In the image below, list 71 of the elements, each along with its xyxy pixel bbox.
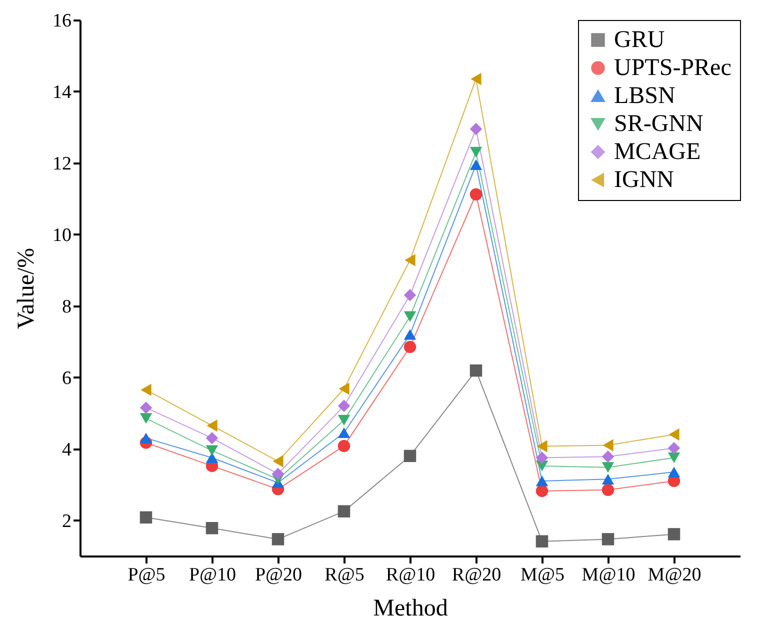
point [470,364,482,377]
point [404,311,416,322]
point [602,533,614,546]
x-tick-label: P@20 [254,564,302,586]
point [404,254,416,266]
point [470,146,482,158]
point [470,188,482,200]
x-tick-label: P@5 [128,564,166,586]
point [272,533,284,546]
point [338,440,350,452]
point [536,484,548,498]
point [206,419,218,432]
point [140,432,152,444]
point [536,535,548,548]
point [602,484,614,496]
x-tick-label: P@10 [188,564,236,586]
x-tick-label: M@20 [648,564,702,586]
point [272,468,284,480]
point [602,450,614,463]
point [668,528,680,540]
point [602,439,614,452]
point [272,455,284,468]
point [470,159,482,170]
point [536,452,548,464]
x-tick-label: R@5 [324,564,364,586]
point [338,400,350,412]
x-axis-title: Method [373,596,448,622]
point [470,72,482,86]
point [338,427,350,438]
point [338,382,350,395]
point [338,505,350,518]
point [404,340,416,354]
legend-label: MCAGE [614,139,701,165]
y-tick-label: 6 [62,368,72,389]
point [668,442,680,454]
point [140,384,152,396]
point [140,402,152,414]
point [536,476,548,486]
legend-label: GRU [614,27,665,53]
y-tick-label: 4 [62,439,72,460]
y-tick-label: 12 [52,153,72,174]
point [536,440,548,452]
legend-label: IGNN [614,167,674,193]
x-tick-label: M@10 [582,564,636,586]
point [602,462,614,473]
y-tick-label: 2 [62,510,72,532]
point [140,511,152,524]
point [404,450,416,462]
point [602,474,614,484]
x-tick-label: R@10 [386,564,436,586]
x-tick-label: R@20 [452,564,502,586]
y-tick-label: 10 [52,224,72,246]
point [206,432,218,444]
legend-label: SR-GNN [614,111,704,137]
point [668,466,680,478]
y-axis-title: Value/% [14,248,40,330]
point [668,428,680,441]
y-tick-label: 16 [52,10,72,32]
x-tick-label: M@5 [520,564,564,586]
point [140,413,152,424]
point [470,122,482,136]
legend-label: UPTS-PRec [614,55,732,81]
point [404,289,416,302]
y-tick-label: 8 [62,296,72,318]
point [668,452,680,464]
point [338,414,350,426]
legend-label: LBSN [614,83,676,109]
y-tick-label: 14 [52,82,72,103]
point [206,445,218,456]
point [404,329,416,340]
point [206,522,218,534]
